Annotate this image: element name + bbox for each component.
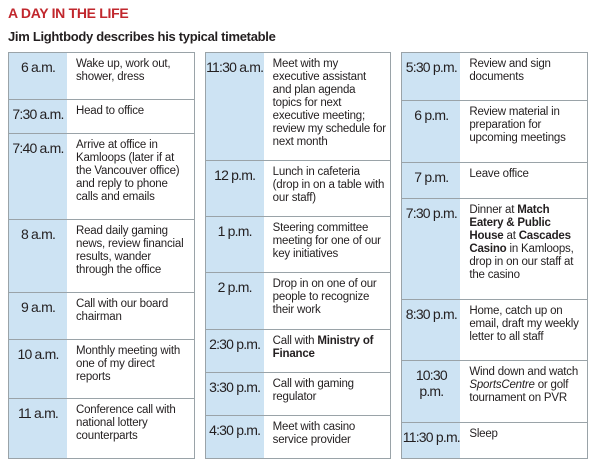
timetable-row: 11 a.m. Conference call with national lot… [9, 398, 194, 459]
activity-text: Drop in on one of our people to recogniz… [272, 278, 377, 317]
timetable-row: 2:30 p.m. Call with Ministry of Finance [205, 328, 391, 372]
activity: Home, catch up on email, draft my weekly… [460, 300, 587, 360]
activity-text: Lunch in cafeteria (drop in on a table w… [272, 166, 385, 205]
activity: Call with our board chairman [67, 293, 194, 339]
timetable-row: 8:30 p.m. Home, catch up on email, draft … [402, 298, 588, 361]
time: 6 a.m. [9, 53, 67, 99]
activity: Arrive at office in Kamloops (later if a… [67, 134, 194, 219]
activity-text: Home, catch up on email, draft my weekly… [469, 304, 579, 343]
activity-text: Wind down and watch [469, 366, 579, 379]
time: 12 p.m. [205, 161, 264, 217]
activity: Call with Ministry of Finance [264, 330, 391, 372]
time: 4:30 p.m. [205, 415, 264, 458]
activity: Leave office [460, 163, 587, 198]
time: 6 p.m. [402, 101, 461, 162]
activity: Read daily gaming news, review financial… [67, 220, 194, 292]
activity: Meet with my executive assistant and pla… [264, 53, 391, 160]
timetable-row: 1 p.m. Steering committee meeting for one… [205, 216, 391, 273]
activity-text: Read daily gaming news, review financial… [76, 225, 184, 277]
timetable-row: 10 a.m. Monthly meeting with one of my di… [9, 338, 194, 399]
timetable-row: 10:30 p.m. Wind down and watch SportsCent… [402, 360, 588, 422]
activity: Head to office [67, 100, 194, 134]
activity: Dinner at Match Eatery & Public House at… [460, 199, 587, 298]
time: 1 p.m. [205, 217, 264, 273]
activity-text: Call with [272, 334, 318, 347]
time: 7:40 a.m. [9, 134, 67, 220]
activity-text: Arrive at office in Kamloops (later if a… [76, 139, 180, 204]
timetable-row: 12 p.m. Lunch in cafeteria (drop in on a … [205, 160, 391, 217]
activity: Conference call with national lottery co… [67, 399, 194, 458]
activity-text: Conference call with national lottery co… [76, 404, 176, 443]
time: 7:30 p.m. [402, 199, 461, 299]
activity-italic: SportsCentre [469, 379, 535, 392]
time: 3:30 p.m. [205, 372, 264, 415]
timetable-row: 5:30 p.m. Review and sign documents [402, 53, 587, 101]
timetable-row: 7:30 p.m. Dinner at Match Eatery & Public… [402, 198, 588, 299]
activity-text: Monthly meeting with one of my direct re… [76, 344, 181, 383]
activity-bold: Cascades Casino [469, 230, 571, 256]
time: 11:30 a.m. [205, 53, 264, 161]
activity: Review and sign documents [460, 53, 587, 100]
activity-text: Sleep [469, 427, 498, 440]
activity-text: Steering committee meeting for one of ou… [272, 222, 381, 261]
activity: Meet with casino service provider [264, 416, 391, 458]
time: 5:30 p.m. [402, 53, 461, 101]
activity-text: Call with our board chairman [76, 297, 169, 323]
timetable-row: 8 a.m. Read daily gaming news, review fin… [9, 219, 194, 292]
title: A DAY IN THE LIFE [8, 5, 129, 21]
timetable-row: 7:40 a.m. Arrive at office in Kamloops (l… [9, 133, 194, 220]
activity-text: Leave office [469, 167, 529, 180]
time: 2:30 p.m. [205, 329, 264, 372]
activity: Drop in on one of our people to recogniz… [264, 273, 391, 328]
time: 8 a.m. [9, 220, 67, 292]
activity-text: at [503, 230, 519, 243]
activity: Steering committee meeting for one of ou… [264, 217, 391, 272]
time: 8:30 p.m. [402, 299, 461, 361]
activity: Call with gaming regulator [264, 373, 391, 415]
time: 11 a.m. [9, 399, 67, 459]
activity: Wind down and watch SportsCentre or golf… [460, 361, 587, 421]
activity-bold: Match Eatery & Public House [469, 204, 551, 243]
activity: Sleep [460, 423, 587, 458]
activity-text: Meet with casino service provider [272, 420, 356, 446]
activity-text: Head to office [76, 104, 144, 117]
time: 7:30 a.m. [9, 99, 67, 134]
activity-text: Review material in preparation for upcom… [469, 106, 566, 145]
timetable-row: 7:30 a.m. Head to office [9, 98, 194, 134]
time: 11:30 p.m. [402, 422, 461, 458]
timetable-row: 2 p.m. Drop in on one of our people to re… [205, 272, 391, 329]
activity-text: Dinner at [469, 204, 518, 217]
activity: Review material in preparation for upcom… [460, 101, 587, 161]
timetable-row: 11:30 a.m. Meet with my executive assista… [205, 53, 391, 161]
activity: Lunch in cafeteria (drop in on a table w… [264, 161, 391, 216]
time: 7 p.m. [402, 162, 461, 199]
activity-bold: Ministry of Finance [272, 334, 374, 360]
subtitle: Jim Lightbody describes his typical time… [8, 29, 276, 44]
time: 10 a.m. [9, 339, 67, 399]
timetable-row: 9 a.m. Call with our board chairman [9, 291, 194, 339]
activity-text: in Kamloops, drop in on our staff at the… [469, 243, 574, 282]
activity: Wake up, work out, shower, dress [67, 53, 194, 99]
activity-text: Review and sign documents [469, 58, 551, 83]
time: 9 a.m. [9, 292, 67, 339]
timetable-row: 11:30 p.m. Sleep [402, 421, 588, 458]
timetable-row: 6 a.m. Wake up, work out, shower, dress [9, 53, 194, 99]
timetable-row: 6 p.m. Review material in preparation for… [402, 100, 588, 162]
column: 5:30 p.m. Review and sign documents 6 p.m.… [401, 52, 589, 459]
timetable: 6 a.m. Wake up, work out, shower, dress 7:… [8, 52, 589, 459]
activity-text: Meet with my executive assistant and pla… [272, 58, 386, 148]
activity-text: Call with gaming regulator [272, 377, 354, 403]
activity-text: Wake up, work out, shower, dress [76, 58, 171, 83]
column: 11:30 a.m. Meet with my executive assista… [204, 52, 392, 459]
time: 2 p.m. [205, 273, 264, 329]
timetable-row: 7 p.m. Leave office [402, 161, 588, 199]
timetable-row: 3:30 p.m. Call with gaming regulator [205, 371, 391, 415]
timetable-row: 4:30 p.m. Meet with casino service provid… [205, 414, 391, 458]
activity: Monthly meeting with one of my direct re… [67, 340, 194, 399]
time: 10:30 p.m. [402, 361, 461, 422]
activity-text: or golf tournament on PVR [469, 379, 569, 405]
column: 6 a.m. Wake up, work out, shower, dress 7:… [8, 52, 195, 459]
